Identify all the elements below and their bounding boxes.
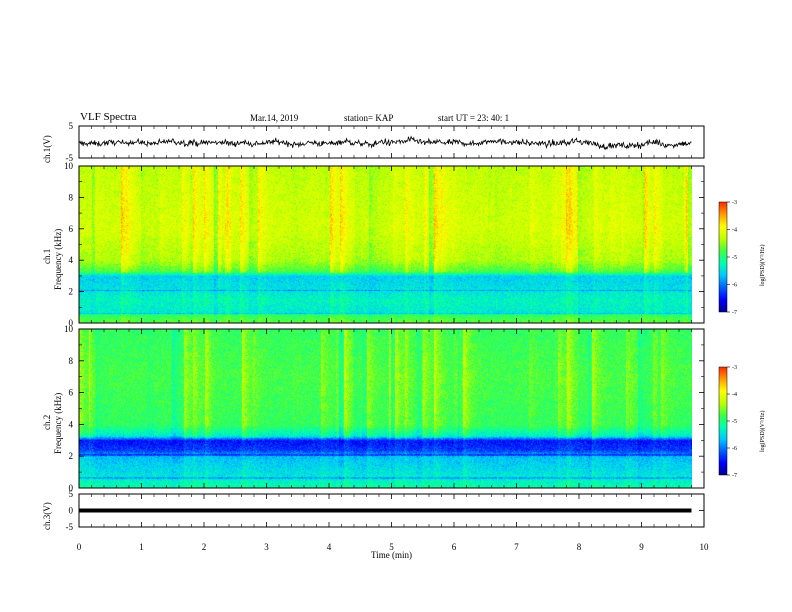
colorbar-tick-label: -4 — [732, 228, 737, 234]
x-tick-label: 2 — [202, 542, 207, 552]
y-tick-label: 2 — [69, 287, 74, 297]
colorbar-2 — [718, 366, 728, 476]
y-tick-label: 2 — [69, 451, 74, 461]
x-tick-label: 8 — [577, 542, 582, 552]
colorbar-tick-label: -3 — [732, 365, 737, 371]
x-tick-label: 4 — [327, 542, 332, 552]
panels-group — [78, 135, 692, 513]
y-tick-label: 5 — [69, 121, 74, 131]
y-tick-label: 6 — [69, 388, 74, 398]
y-tick-label: 0 — [69, 318, 74, 328]
x-tick-label: 3 — [264, 542, 269, 552]
ch1-spectrogram-image — [79, 166, 692, 323]
y-tick-label: 0 — [69, 483, 74, 493]
y-tick-label: -5 — [66, 153, 74, 163]
ch1-waveform-ylabel: ch.1(V) — [42, 135, 52, 163]
ch2-spec-ylabel-1: ch.2 — [42, 414, 52, 430]
x-tick-label: 9 — [639, 542, 644, 552]
figure-start-time: start UT = 23: 40: 1 — [438, 113, 510, 123]
colorbar-tick-label: -7 — [732, 310, 737, 316]
figure-title: VLF Spectra — [80, 111, 137, 123]
y-tick-label: 0 — [69, 506, 74, 516]
colorbar-1 — [718, 201, 728, 313]
x-axis-label: Time (min) — [371, 550, 412, 560]
y-tick-label: 4 — [69, 255, 74, 265]
x-tick-label: 10 — [700, 542, 710, 552]
y-tick-label: 10 — [64, 324, 74, 334]
colorbar-2-title: log(PSD)(V²/Hz) — [760, 410, 766, 452]
overlay-group: 5-50246810-3-4-5-6-70246810-3-4-5-6-750-… — [64, 121, 737, 560]
ch2-spectrogram-image — [79, 329, 692, 488]
ch3-waveform-ylabel: ch.3(V) — [42, 502, 52, 530]
colorbar-tick-label: -3 — [732, 200, 737, 206]
ch1-spec-ylabel-1: ch.1 — [42, 248, 52, 264]
y-tick-label: 6 — [69, 224, 74, 234]
figure-date: Mar.14, 2019 — [250, 113, 299, 123]
colorbar-tick-label: -4 — [732, 392, 737, 398]
y-tick-label: 8 — [69, 192, 74, 202]
ch2-spec-ylabel-2: Frequency (kHz) — [53, 392, 63, 454]
y-tick-label: 4 — [69, 419, 74, 429]
figure-station: station= KAP — [344, 113, 394, 123]
ch3-waveform-trace — [79, 508, 692, 513]
ch1-spec-ylabel-2: Frequency (kHz) — [53, 228, 63, 290]
x-tick-label: 6 — [452, 542, 457, 552]
x-tick-label: 0 — [77, 542, 82, 552]
y-tick-label: 8 — [69, 356, 74, 366]
x-tick-label: 7 — [514, 542, 519, 552]
colorbar-tick-label: -6 — [732, 446, 737, 452]
x-tick-label: 1 — [139, 542, 144, 552]
colorbar-tick-label: -6 — [732, 283, 737, 289]
ch1-waveform-trace — [78, 135, 692, 151]
colorbar-tick-label: -7 — [732, 473, 737, 479]
colorbar-1-title: log(PSD)(V²/Hz) — [760, 244, 766, 286]
y-tick-label: 10 — [64, 161, 74, 171]
colorbar-tick-label: -5 — [732, 419, 737, 425]
y-tick-label: 5 — [69, 489, 74, 499]
x-tick-label: 5 — [389, 542, 394, 552]
colorbar-tick-label: -5 — [732, 255, 737, 261]
y-tick-label: -5 — [66, 522, 74, 532]
